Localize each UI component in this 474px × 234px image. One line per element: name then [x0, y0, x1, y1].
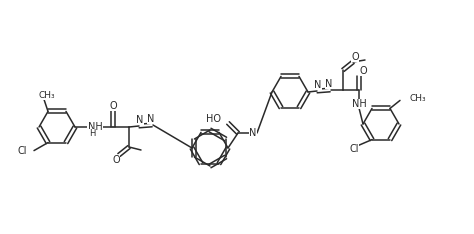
Text: O: O [112, 155, 120, 165]
Text: Cl: Cl [18, 146, 27, 156]
Text: NH: NH [88, 122, 102, 132]
Text: N: N [147, 114, 155, 124]
Text: O: O [109, 101, 117, 111]
Text: HO: HO [206, 114, 221, 124]
Text: H: H [89, 129, 95, 139]
Text: O: O [359, 66, 367, 76]
Text: O: O [351, 52, 359, 62]
Text: N: N [249, 128, 257, 138]
Text: N: N [325, 79, 333, 89]
Text: N: N [314, 80, 322, 90]
Text: N: N [137, 115, 144, 125]
Text: CH₃: CH₃ [410, 94, 427, 103]
Text: Cl: Cl [349, 144, 359, 154]
Text: CH₃: CH₃ [39, 91, 55, 100]
Text: NH: NH [352, 99, 366, 109]
